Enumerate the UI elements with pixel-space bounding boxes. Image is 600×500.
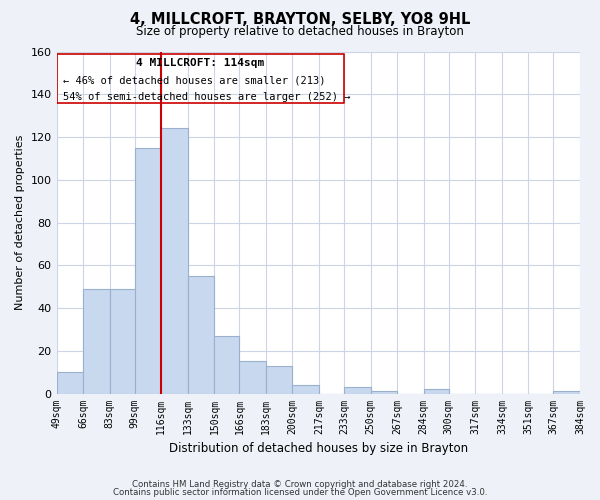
Text: 54% of semi-detached houses are larger (252) →: 54% of semi-detached houses are larger (… (63, 92, 350, 102)
Text: ← 46% of detached houses are smaller (213): ← 46% of detached houses are smaller (21… (63, 75, 325, 85)
Bar (344, 387, 371, 394)
Bar (292, 385, 319, 394)
Text: Size of property relative to detached houses in Brayton: Size of property relative to detached ho… (136, 25, 464, 38)
Bar (239, 362, 266, 394)
Bar (134, 148, 161, 394)
Text: Contains public sector information licensed under the Open Government Licence v3: Contains public sector information licen… (113, 488, 487, 497)
Text: 4, MILLCROFT, BRAYTON, SELBY, YO8 9HL: 4, MILLCROFT, BRAYTON, SELBY, YO8 9HL (130, 12, 470, 28)
X-axis label: Distribution of detached houses by size in Brayton: Distribution of detached houses by size … (169, 442, 468, 455)
Bar (553, 392, 580, 394)
Text: Contains HM Land Registry data © Crown copyright and database right 2024.: Contains HM Land Registry data © Crown c… (132, 480, 468, 489)
Bar (83, 289, 110, 394)
Bar (56, 372, 83, 394)
Bar (214, 336, 239, 394)
Bar (424, 390, 449, 394)
Bar (110, 289, 134, 394)
Text: 4 MILLCROFT: 114sqm: 4 MILLCROFT: 114sqm (136, 58, 265, 68)
Y-axis label: Number of detached properties: Number of detached properties (15, 135, 25, 310)
Bar (371, 392, 397, 394)
Bar (266, 366, 292, 394)
Bar (188, 276, 214, 394)
Bar (161, 128, 188, 394)
